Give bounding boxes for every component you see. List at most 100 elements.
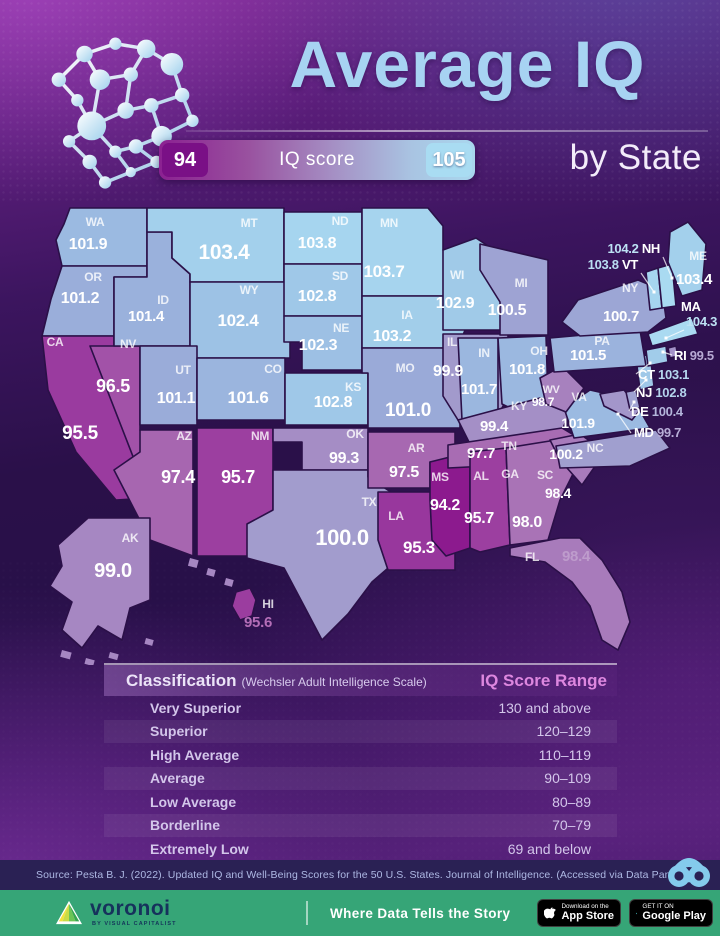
badge-line1: GET IT ON	[642, 902, 674, 910]
state-value-UT: 101.1	[157, 390, 196, 407]
state-value-NM: 95.7	[221, 467, 255, 487]
google-play-badge[interactable]: GET IT ON Google Play	[629, 899, 713, 927]
state-value-MA: 104.3	[686, 314, 717, 329]
state-label-OR: OR	[84, 270, 102, 284]
state-FL	[509, 537, 631, 651]
state-label-IL: IL	[447, 335, 457, 349]
state-label-SD: SD	[332, 269, 349, 283]
apple-icon	[544, 906, 556, 918]
classification-cell: Borderline	[150, 817, 221, 834]
iq-range-cell: 120–129	[536, 723, 591, 740]
state-value-TN: 97.7	[467, 445, 495, 462]
state-value-CO: 101.6	[227, 388, 268, 407]
source-citation: Source: Pesta B. J. (2022). Updated IQ a…	[36, 869, 695, 881]
state-value-WV: 98.7	[532, 395, 555, 409]
table-row: Very Superior 130 and above	[104, 696, 617, 720]
iq-color-scale-legend: IQ score 94 105	[159, 140, 475, 180]
state-value-MI: 100.5	[488, 302, 527, 319]
state-label-NY: NY	[622, 281, 638, 295]
island-3	[144, 637, 154, 646]
state-MI	[479, 243, 549, 336]
state-label-AR: AR	[408, 441, 425, 455]
binoculars-icon	[668, 858, 710, 887]
callout-line-MA	[665, 329, 685, 339]
iq-range-cell: 80–89	[552, 793, 591, 810]
badge-line1: Download on the	[561, 902, 609, 910]
classification-cell: Very Superior	[150, 699, 242, 716]
legend-max-value: 105	[426, 143, 472, 177]
state-NH	[657, 263, 677, 309]
island-5	[206, 568, 216, 577]
callout-dot-NH	[670, 276, 674, 280]
state-callout-NJ: NJ 102.8	[636, 385, 686, 400]
iq-range-cell: 130 and above	[498, 699, 591, 716]
iq-range-cell: 90–109	[544, 770, 591, 787]
state-value-KY: 99.4	[480, 418, 509, 435]
table-header-classification: Classification (Wechsler Adult Intelligen…	[126, 671, 427, 691]
state-label-NM: NM	[251, 429, 269, 443]
island-2	[108, 652, 119, 661]
state-label-NC: NC	[587, 441, 604, 455]
state-label-CA: CA	[47, 335, 64, 349]
callout-dot-DE	[632, 400, 636, 404]
state-value-SC: 98.4	[545, 485, 572, 501]
state-value-KS: 102.8	[314, 394, 353, 411]
classification-cell: High Average	[150, 746, 240, 763]
state-NC	[555, 429, 671, 469]
island-6	[224, 578, 234, 587]
classification-table: Classification (Wechsler Adult Intelligen…	[104, 663, 617, 861]
table-row: Borderline 70–79	[104, 813, 617, 837]
classification-cell: Average	[150, 770, 205, 787]
badge-line2: Google Play	[642, 910, 706, 923]
iq-range-cell: 70–79	[552, 817, 591, 834]
state-value-MS: 94.2	[430, 497, 460, 514]
callout-line-CT	[635, 362, 651, 375]
state-value-HI: 95.6	[244, 614, 272, 631]
state-value-IN: 101.7	[461, 381, 497, 398]
footer-divider	[306, 901, 308, 925]
state-value-ND: 103.8	[298, 235, 337, 252]
legend-min-value: 94	[162, 143, 208, 177]
page-subtitle: by State	[569, 138, 702, 177]
island-0	[60, 650, 72, 660]
state-label-IA: IA	[401, 308, 413, 322]
state-value-MO: 101.0	[385, 400, 431, 421]
state-label-NV: NV	[120, 337, 136, 351]
callout-dot-MD	[616, 412, 620, 416]
table-body: Very Superior 130 and above Superior 120–12…	[104, 696, 617, 861]
state-AL	[469, 447, 511, 553]
badge-line2: App Store	[561, 910, 614, 923]
state-value-OK: 99.3	[329, 450, 359, 467]
state-HI	[231, 587, 257, 621]
state-label-MS: MS	[431, 470, 449, 484]
table-row: Extremely Low 69 and below	[104, 837, 617, 861]
state-MA	[647, 317, 699, 347]
island-1	[84, 657, 95, 665]
state-label-SC: SC	[537, 468, 554, 482]
state-label-OH: OH	[530, 344, 547, 358]
callout-dot-NJ	[644, 378, 648, 382]
state-callout-VT: 103.8 VT	[588, 257, 639, 272]
state-value-AR: 97.5	[389, 464, 419, 481]
state-label-MT: MT	[241, 216, 259, 230]
state-value-WA: 101.9	[69, 236, 108, 253]
callout-dot-CT	[648, 361, 652, 365]
state-DE	[625, 389, 641, 411]
state-label-UT: UT	[175, 363, 191, 377]
app-store-badge[interactable]: Download on the App Store	[537, 899, 621, 927]
state-callout-RI: RI 99.5	[674, 348, 714, 363]
state-label-FL: FL	[525, 550, 539, 564]
state-label-ND: ND	[332, 214, 349, 228]
state-label-CO: CO	[264, 362, 281, 376]
google-play-icon	[636, 912, 638, 914]
table-row: Average 90–109	[104, 766, 617, 790]
state-value-CA: 95.5	[62, 423, 99, 444]
state-label-MI: MI	[515, 276, 528, 290]
state-label-TX: TX	[362, 495, 377, 509]
state-label-KY: KY	[511, 399, 527, 413]
iq-range-cell: 110–119	[538, 746, 591, 763]
state-value-NY: 100.7	[603, 308, 639, 325]
state-value-TX: 100.0	[315, 525, 369, 550]
state-label-LA: LA	[388, 509, 404, 523]
callout-line-NJ	[633, 379, 647, 393]
